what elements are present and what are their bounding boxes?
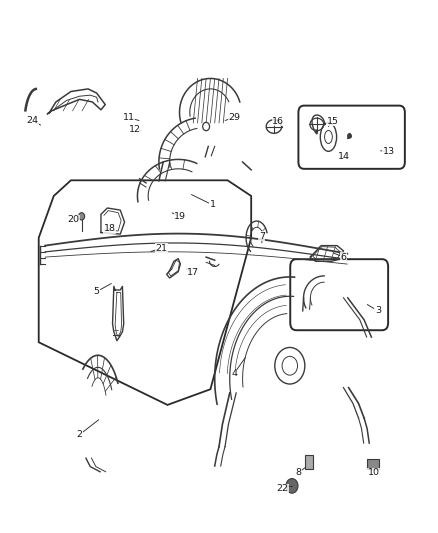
Text: 2: 2 xyxy=(77,430,82,439)
Text: 10: 10 xyxy=(367,469,379,478)
Text: 11: 11 xyxy=(123,113,135,122)
Text: 20: 20 xyxy=(67,215,79,224)
Text: 29: 29 xyxy=(228,113,240,122)
Text: 14: 14 xyxy=(338,152,350,161)
Bar xyxy=(305,455,314,469)
Text: 3: 3 xyxy=(375,306,381,316)
Text: 4: 4 xyxy=(231,369,237,378)
Text: 16: 16 xyxy=(272,117,284,126)
Text: 21: 21 xyxy=(155,244,167,253)
Text: 18: 18 xyxy=(103,224,116,233)
Bar xyxy=(367,459,379,469)
Text: 1: 1 xyxy=(209,200,215,209)
Text: 7: 7 xyxy=(259,232,265,241)
Circle shape xyxy=(348,134,351,138)
Circle shape xyxy=(79,213,85,220)
Text: 8: 8 xyxy=(295,469,301,478)
Text: 17: 17 xyxy=(187,268,199,277)
Text: 12: 12 xyxy=(129,125,141,134)
Text: 13: 13 xyxy=(382,147,395,156)
Text: 22: 22 xyxy=(276,484,289,493)
Text: 24: 24 xyxy=(26,116,38,125)
Text: 15: 15 xyxy=(327,117,339,126)
Text: 19: 19 xyxy=(174,212,186,221)
Circle shape xyxy=(286,479,298,493)
Text: 5: 5 xyxy=(94,287,100,296)
Text: 6: 6 xyxy=(340,253,346,262)
